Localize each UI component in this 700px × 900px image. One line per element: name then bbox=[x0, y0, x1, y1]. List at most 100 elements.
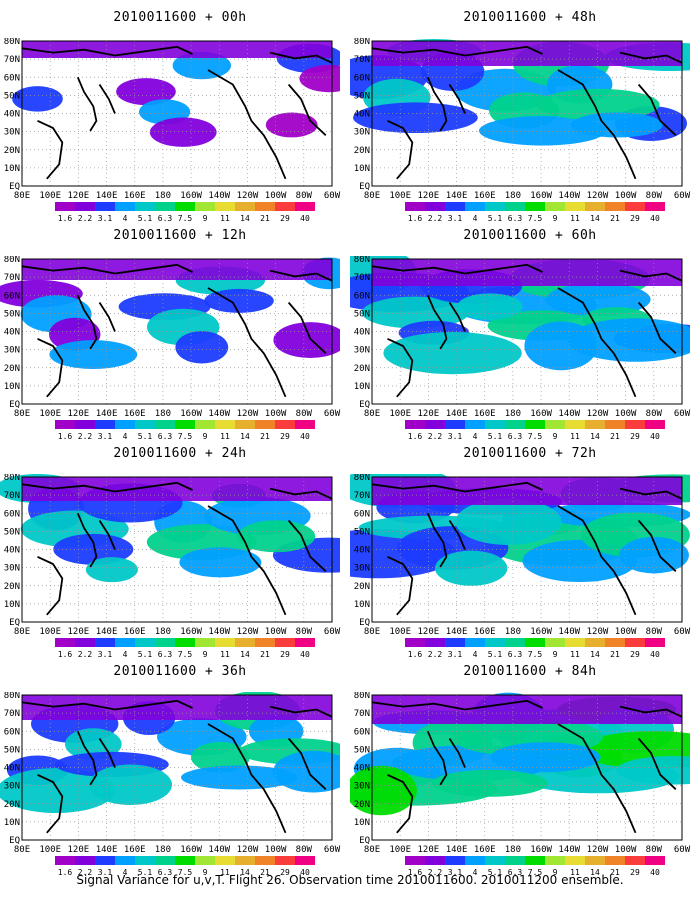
longitude-label: 140E bbox=[96, 409, 118, 418]
colorbar-swatch bbox=[485, 638, 505, 647]
colorbar-swatch bbox=[505, 420, 525, 429]
colorbar-label: 6.3 bbox=[158, 214, 173, 223]
latitude-label: 60N bbox=[4, 727, 20, 737]
latitude-label: 40N bbox=[4, 110, 20, 120]
longitude-label: 80E bbox=[14, 627, 30, 636]
colorbar-swatch bbox=[465, 856, 485, 865]
coastline bbox=[448, 520, 466, 550]
variance-shading bbox=[149, 117, 217, 147]
colorbar: 1.6 2.2 3.1 4 5.1 6.3 7.5 9 11 14 21 29 40 bbox=[405, 202, 665, 223]
colorbar-label: 6.3 bbox=[158, 868, 173, 877]
colorbar-swatch bbox=[425, 856, 445, 865]
longitude-label: 80W bbox=[296, 627, 313, 636]
latitude-label: 60N bbox=[4, 509, 20, 519]
colorbar-swatch bbox=[525, 638, 545, 647]
colorbar-label: 11 bbox=[570, 432, 580, 441]
latitude-label: EQ bbox=[359, 618, 370, 628]
colorbar-label: 7.5 bbox=[178, 868, 193, 877]
colorbar: 1.6 2.2 3.1 4 5.1 6.3 7.5 9 11 14 21 29 40 bbox=[55, 202, 315, 223]
colorbar-swatch bbox=[485, 202, 505, 211]
variance-shading bbox=[435, 550, 508, 586]
colorbar-label: 6.3 bbox=[508, 214, 523, 223]
longitude-label: 160W bbox=[530, 627, 552, 636]
colorbar-label: 5.1 bbox=[488, 868, 503, 877]
colorbar-label: 29 bbox=[280, 432, 290, 441]
longitude-label: 120E bbox=[68, 627, 90, 636]
longitude-label: 140W bbox=[558, 845, 580, 854]
coastline bbox=[557, 723, 637, 834]
colorbar-swatch bbox=[75, 638, 95, 647]
colorbar-label: 5.1 bbox=[488, 214, 503, 223]
colorbar-label: 2.2 bbox=[78, 868, 93, 877]
variance-shading bbox=[172, 51, 231, 80]
figure-caption: Signal Variance for u,v,T. Flight 26. Ob… bbox=[76, 873, 624, 887]
colorbar-swatch bbox=[525, 202, 545, 211]
colorbar-swatch bbox=[215, 856, 235, 865]
colorbar-label: 40 bbox=[300, 432, 310, 441]
longitude-label: 140E bbox=[446, 627, 468, 636]
longitude-label: 160E bbox=[474, 627, 496, 636]
latitude-label: EQ bbox=[359, 836, 370, 846]
longitude-label: 180 bbox=[505, 845, 521, 854]
latitude-label: 30N bbox=[354, 128, 370, 138]
colorbar-label: 2.2 bbox=[428, 432, 443, 441]
longitude-label: 120W bbox=[587, 845, 609, 854]
colorbar-swatch bbox=[55, 856, 75, 865]
colorbar-label: 14 bbox=[240, 432, 250, 441]
longitude-label: 120E bbox=[418, 191, 440, 200]
longitude-label: 140W bbox=[208, 191, 230, 200]
latitude-label: 50N bbox=[4, 745, 20, 755]
longitude-label: 120E bbox=[68, 191, 90, 200]
variance-shading bbox=[265, 112, 318, 138]
colorbar-swatch bbox=[405, 202, 425, 211]
longitude-label: 80W bbox=[296, 191, 313, 200]
longitude-label: 140E bbox=[446, 409, 468, 418]
coastline bbox=[619, 269, 683, 282]
colorbar-swatch bbox=[215, 638, 235, 647]
colorbar-swatch bbox=[75, 856, 95, 865]
colorbar-swatch bbox=[135, 420, 155, 429]
colorbar-label: 9 bbox=[553, 868, 558, 877]
colorbar-swatch bbox=[235, 202, 255, 211]
longitude-label: 100E bbox=[389, 627, 411, 636]
colorbar-label: 9 bbox=[553, 214, 558, 223]
latitude-label: 10N bbox=[354, 164, 370, 174]
longitude-label: 160W bbox=[180, 409, 202, 418]
colorbar-swatch bbox=[405, 638, 425, 647]
coastline bbox=[207, 69, 287, 180]
colorbar-label: 3.1 bbox=[98, 214, 113, 223]
variance-shading bbox=[53, 533, 134, 565]
latitude-label: 60N bbox=[4, 291, 20, 301]
longitude-label: 160E bbox=[124, 627, 146, 636]
colorbar-swatch bbox=[95, 856, 115, 865]
latitude-label: 50N bbox=[354, 309, 370, 319]
colorbar-swatch bbox=[525, 856, 545, 865]
colorbar-swatch bbox=[585, 638, 605, 647]
coastline bbox=[371, 699, 543, 711]
longitude-label: 160W bbox=[530, 845, 552, 854]
colorbar-swatch bbox=[175, 420, 195, 429]
latitude-label: 30N bbox=[4, 346, 20, 356]
longitude-label: 120W bbox=[237, 845, 259, 854]
coastline bbox=[637, 83, 677, 136]
colorbar-swatch bbox=[95, 638, 115, 647]
latitude-label: 20N bbox=[4, 146, 20, 156]
colorbar-swatch bbox=[605, 856, 625, 865]
colorbar-swatch bbox=[645, 202, 665, 211]
colorbar-swatch bbox=[625, 856, 645, 865]
colorbar-swatch bbox=[565, 420, 585, 429]
longitude-axis: 80E 100E 120E 140E 160E 180 160W 140W 120W 100W 80… bbox=[14, 409, 341, 418]
coastline bbox=[448, 84, 466, 114]
colorbar-label: 6.3 bbox=[508, 650, 523, 659]
colorbar-label: 11 bbox=[570, 868, 580, 877]
longitude-label: 120E bbox=[68, 845, 90, 854]
colorbar: 1.6 2.2 3.1 4 5.1 6.3 7.5 9 11 14 21 29 40 bbox=[405, 856, 665, 877]
colorbar-swatch bbox=[445, 856, 465, 865]
colorbar-swatch bbox=[465, 202, 485, 211]
coastline bbox=[619, 705, 683, 718]
colorbar-swatch bbox=[625, 420, 645, 429]
longitude-label: 160E bbox=[124, 191, 146, 200]
latitude-label: 60N bbox=[354, 291, 370, 301]
colorbar-label: 7.5 bbox=[528, 214, 543, 223]
longitude-label: 140E bbox=[96, 191, 118, 200]
